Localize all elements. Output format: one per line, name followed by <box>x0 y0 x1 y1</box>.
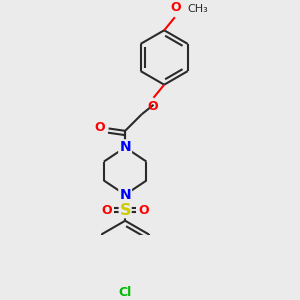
Text: N: N <box>119 140 131 154</box>
Text: O: O <box>94 121 105 134</box>
Text: O: O <box>101 204 112 217</box>
Text: CH₃: CH₃ <box>188 4 208 14</box>
Text: N: N <box>119 188 131 202</box>
Text: O: O <box>171 2 181 14</box>
Text: Cl: Cl <box>118 286 132 299</box>
Text: O: O <box>139 204 149 217</box>
Text: O: O <box>147 100 158 113</box>
Text: N: N <box>119 140 131 154</box>
Text: S: S <box>119 202 131 217</box>
